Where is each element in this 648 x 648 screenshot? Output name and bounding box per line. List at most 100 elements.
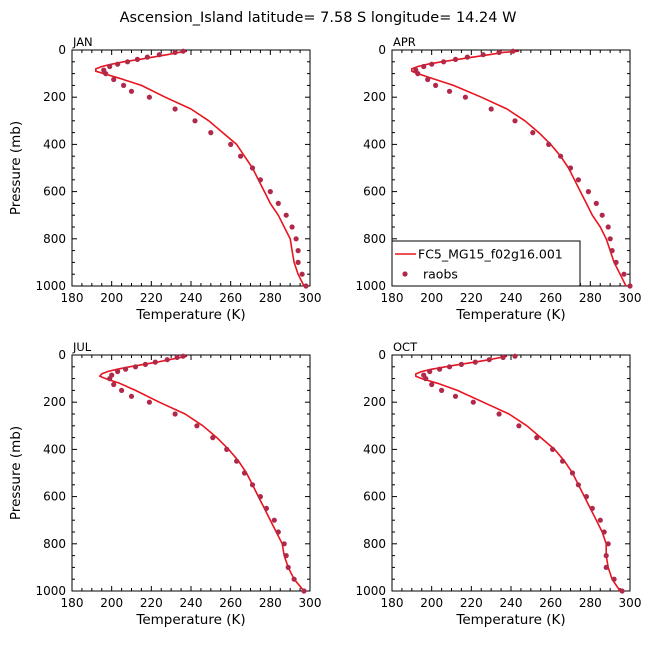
raobs-point [496, 411, 502, 417]
x-axis-label: Temperature (K) [135, 307, 245, 323]
y-tick-label: 800 [43, 232, 66, 246]
raobs-point [208, 130, 214, 136]
panel-label: JAN [72, 35, 93, 49]
y-tick-label: 400 [43, 137, 66, 151]
y-tick-label: 600 [43, 490, 66, 504]
raobs-point [546, 141, 552, 147]
raobs-point [152, 359, 158, 365]
raobs-point [599, 212, 605, 218]
panel-jan: 180 200 220 240 260 280 300 0 200 400 600 800 1000 Te… [8, 35, 321, 323]
plot-frame [391, 354, 631, 592]
x-tick-label: 240 [500, 291, 523, 305]
x-tick-label: 280 [579, 596, 602, 610]
y-tick-label: 0 [378, 43, 386, 57]
raobs-point [558, 153, 564, 159]
y-tick-label: 600 [363, 490, 386, 504]
figure-title: Ascension_Island latitude= 7.58 S longit… [120, 10, 517, 26]
x-tick-label: 280 [259, 291, 282, 305]
raobs-point [446, 364, 453, 370]
raobs-point [146, 399, 152, 405]
x-tick-label: 180 [61, 291, 84, 305]
raobs-point [271, 517, 277, 523]
raobs-point [263, 505, 269, 511]
raobs-point [291, 576, 297, 582]
raobs-point [496, 49, 502, 56]
raobs-point [241, 470, 248, 476]
raobs-point [267, 189, 273, 195]
raobs-point [446, 88, 453, 94]
panel-jul: 180 200 220 240 260 280 300 0 200 400 600 800 1000 Te… [8, 340, 321, 628]
raobs-point [301, 588, 307, 594]
raobs-point [441, 59, 447, 65]
x-tick-label: 300 [619, 291, 642, 305]
x-tick-label: 300 [299, 596, 322, 610]
raobs-point [172, 106, 178, 112]
raobs-point [575, 482, 582, 488]
raobs-point [452, 56, 459, 63]
y-tick-label: 600 [43, 185, 66, 199]
raobs-point [142, 361, 148, 367]
raobs-point [111, 381, 117, 388]
raobs-point [464, 54, 470, 60]
raobs-point [128, 88, 135, 94]
y-tick-label: 200 [43, 395, 66, 409]
raobs-point [585, 189, 592, 195]
x-tick-label: 240 [180, 596, 203, 610]
panels: 180 200 220 240 260 280 300 0 200 400 600 800 1000 Te… [8, 35, 641, 628]
raobs-point [174, 354, 180, 360]
raobs-point [462, 94, 468, 100]
raobs-point [275, 529, 281, 535]
raobs-point [285, 564, 291, 571]
panel-label: OCT [393, 340, 418, 354]
panel-label: JUL [72, 340, 92, 354]
y-tick-label: 400 [363, 442, 386, 456]
raobs-point [589, 505, 595, 511]
raobs-point [593, 200, 599, 206]
raobs-point [601, 529, 607, 535]
x-tick-label: 260 [219, 596, 242, 610]
plot-frame [71, 354, 311, 592]
raobs-point [257, 177, 263, 183]
x-tick-label: 280 [259, 596, 282, 610]
raobs-point [597, 517, 603, 523]
raobs-point [613, 259, 619, 265]
panel-label: APR [393, 35, 416, 49]
raobs-point [516, 423, 522, 429]
raobs-point [627, 283, 633, 289]
y-tick-label: 200 [363, 395, 386, 409]
y-axis-label: Pressure (mb) [8, 426, 24, 520]
y-tick-label: 200 [363, 90, 386, 104]
raobs-point [605, 541, 611, 547]
x-tick-label: 200 [420, 291, 443, 305]
panel-oct: 180 200 220 240 260 280 300 0 200 400 600 800 1000 Te… [355, 340, 641, 628]
raobs-point [512, 353, 518, 359]
raobs-point [550, 446, 556, 452]
y-tick-label: 1000 [355, 279, 386, 293]
raobs-point [421, 372, 427, 378]
legend-obs-swatch [402, 271, 408, 277]
raobs-point [567, 165, 574, 171]
raobs-point [534, 435, 540, 441]
raobs-point [439, 387, 445, 393]
model-line [95, 50, 305, 287]
raobs-point [488, 106, 494, 112]
y-tick-label: 800 [43, 537, 66, 551]
raobs-point [164, 357, 170, 363]
raobs-point [295, 259, 301, 265]
raobs-point [603, 564, 609, 571]
raobs-point [421, 63, 427, 70]
x-tick-label: 240 [500, 596, 523, 610]
raobs-point [275, 200, 281, 206]
raobs-point [234, 458, 240, 464]
x-tick-label: 180 [61, 596, 84, 610]
x-tick-label: 240 [180, 291, 203, 305]
y-axis-label: Pressure (mb) [8, 121, 24, 215]
raobs-point [115, 61, 121, 67]
raobs-point [192, 118, 198, 124]
y-tick-label: 400 [43, 442, 66, 456]
raobs-point [470, 399, 476, 405]
y-tick-label: 1000 [355, 584, 386, 598]
raobs-point [603, 553, 609, 559]
